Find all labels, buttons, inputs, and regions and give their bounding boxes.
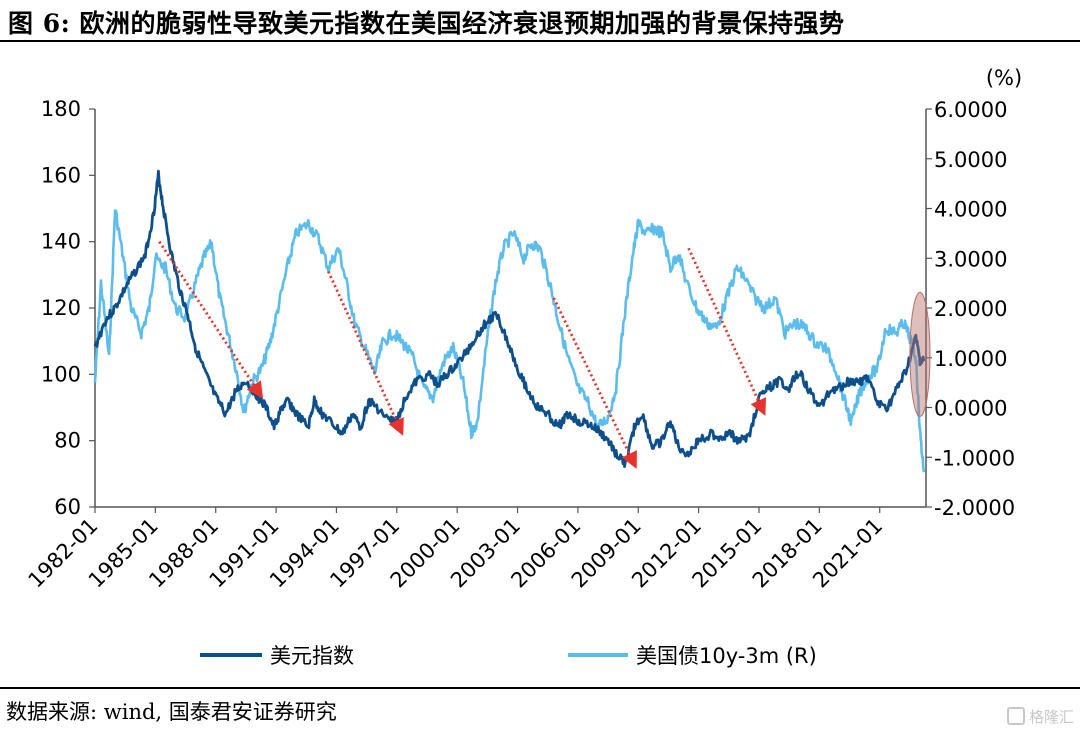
series-line-dollar-index	[93, 169, 926, 468]
watermark: 格隆汇	[1006, 706, 1074, 727]
axes-layer: 60 80 100 120 140 160 180 -2.0000 -1.0000 0.0000 1…	[24, 66, 1023, 593]
legend-label-yield-spread: 美国债10y-3m (R)	[636, 644, 817, 668]
watermark-text: 格隆汇	[1028, 708, 1074, 726]
right-tick-label: 3.0000	[934, 247, 1007, 271]
left-tick-label: 160	[41, 163, 81, 187]
watermark-logo-icon	[1006, 707, 1025, 725]
source-note: 数据来源: wind, 国泰君安证券研究	[6, 700, 337, 724]
title-divider	[0, 40, 1080, 42]
left-tick-label: 140	[41, 230, 81, 254]
highlight-ellipse	[909, 291, 931, 417]
right-tick-label: 1.0000	[934, 347, 1007, 371]
source-divider	[0, 687, 1080, 689]
chart: 60 80 100 120 140 160 180 -2.0000 -1.0000 0.0000 1…	[24, 66, 1023, 668]
right-tick-label: 4.0000	[934, 198, 1007, 222]
trend-arrow	[687, 247, 766, 416]
series-line-yield-spread	[93, 209, 926, 473]
left-tick-label: 120	[41, 296, 81, 320]
trend-arrow	[158, 240, 264, 399]
legend-label-dollar-index: 美元指数	[270, 644, 354, 668]
right-tick-label: -2.0000	[934, 496, 1015, 520]
right-tick-label: -1.0000	[934, 446, 1015, 470]
legend: 美元指数 美国债10y-3m (R)	[200, 644, 817, 668]
left-tick-label: 60	[54, 495, 81, 519]
right-tick-label: 6.0000	[934, 98, 1007, 122]
left-tick-label: 100	[41, 362, 81, 386]
series-layer	[93, 169, 926, 473]
right-tick-label: 0.0000	[934, 397, 1007, 421]
left-tick-label: 180	[41, 97, 81, 121]
annotation-layer	[158, 240, 931, 469]
right-tick-label: 2.0000	[934, 297, 1007, 321]
trend-arrow	[327, 270, 404, 436]
figure-title: 图 6: 欧洲的脆弱性导致美元指数在美国经济衰退预期加强的背景保持强势	[8, 9, 845, 38]
right-tick-label: 5.0000	[934, 148, 1007, 172]
left-tick-label: 80	[54, 429, 81, 453]
right-axis-unit: (%)	[986, 66, 1022, 90]
trend-arrow	[552, 297, 637, 469]
